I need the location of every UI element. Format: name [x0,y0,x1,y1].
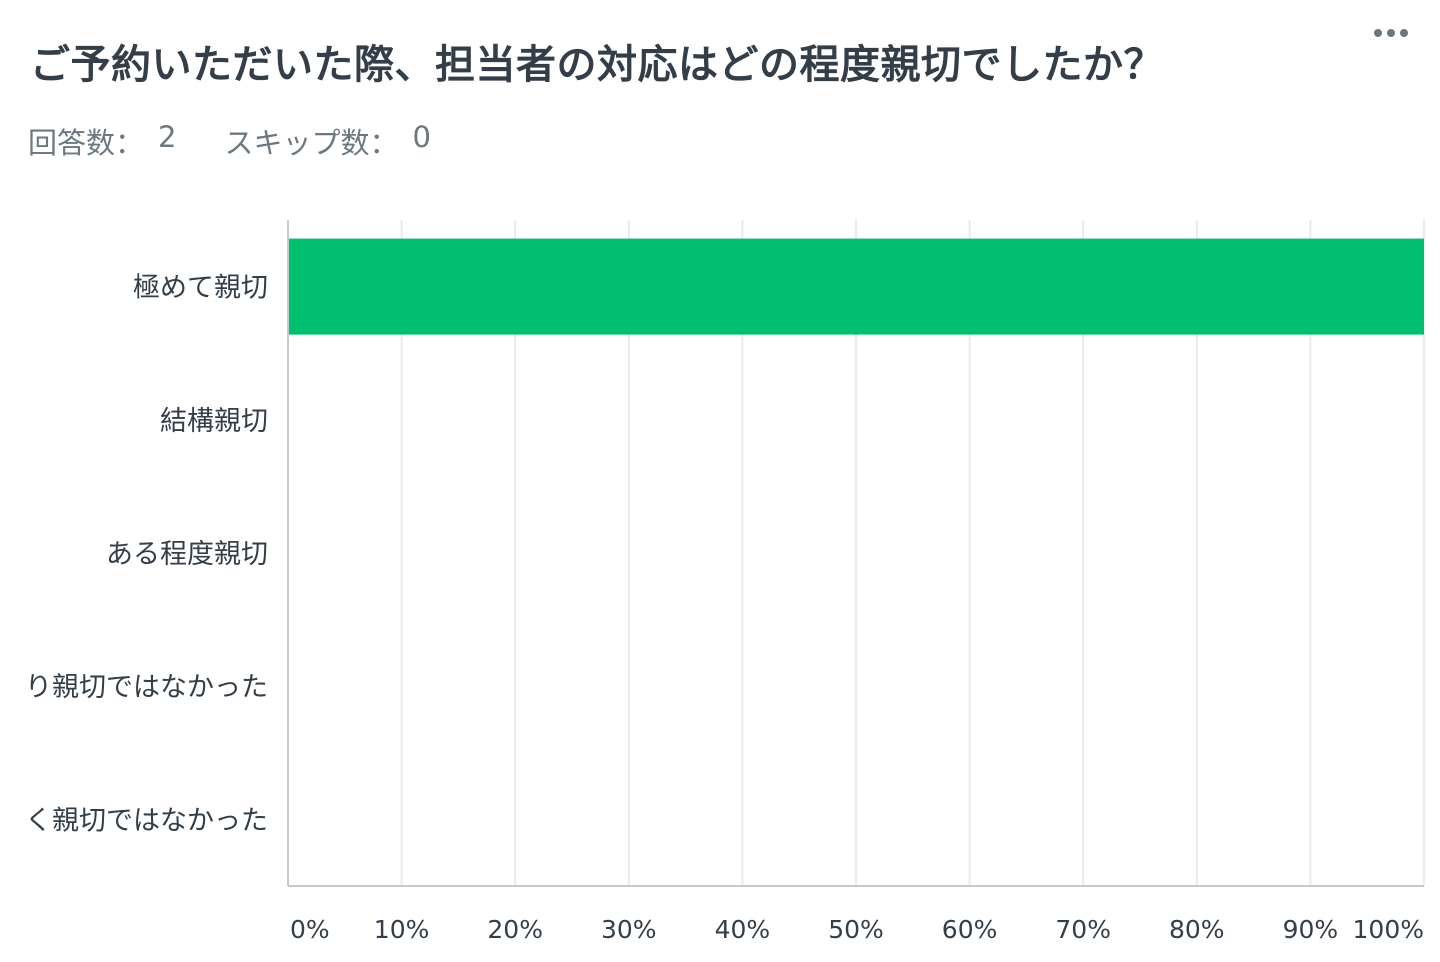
answered-count: 2 [158,120,177,154]
x-tick-label: 50% [828,915,884,944]
bar [288,238,1424,335]
more-dot [1374,29,1382,37]
category-label: く親切ではなかった [25,805,268,836]
x-tick-label: 90% [1283,915,1339,944]
answered-label: 回答数： [28,126,145,160]
x-tick-label: 60% [942,915,998,944]
skipped-count: 0 [412,120,431,154]
x-tick-label: 80% [1169,915,1225,944]
more-options-icon[interactable] [1366,18,1416,48]
x-tick-label: 100% [1353,915,1424,944]
more-dot [1400,29,1408,37]
answered-stat: 回答数： 2 [28,120,176,162]
x-tick-label: 40% [715,915,771,944]
category-label: 結構親切 [160,406,268,437]
question-title: ご予約いただいた際、担当者の対応はどの程度親切でしたか？ [30,42,1164,88]
x-tick-label: 0% [290,915,330,944]
category-label: ある程度親切 [106,539,268,570]
skipped-stat: スキップ数： 0 [224,120,430,162]
x-tick-label: 10% [374,915,430,944]
more-dot [1387,29,1395,37]
x-tick-label: 30% [601,915,657,944]
x-tick-label: 20% [487,915,543,944]
skipped-label: スキップ数： [224,126,399,160]
x-tick-label: 70% [1055,915,1111,944]
category-label: 極めて親切 [133,273,268,304]
response-stats: 回答数： 2 スキップ数： 0 [28,120,431,162]
category-label: り親切ではなかった [25,672,268,703]
